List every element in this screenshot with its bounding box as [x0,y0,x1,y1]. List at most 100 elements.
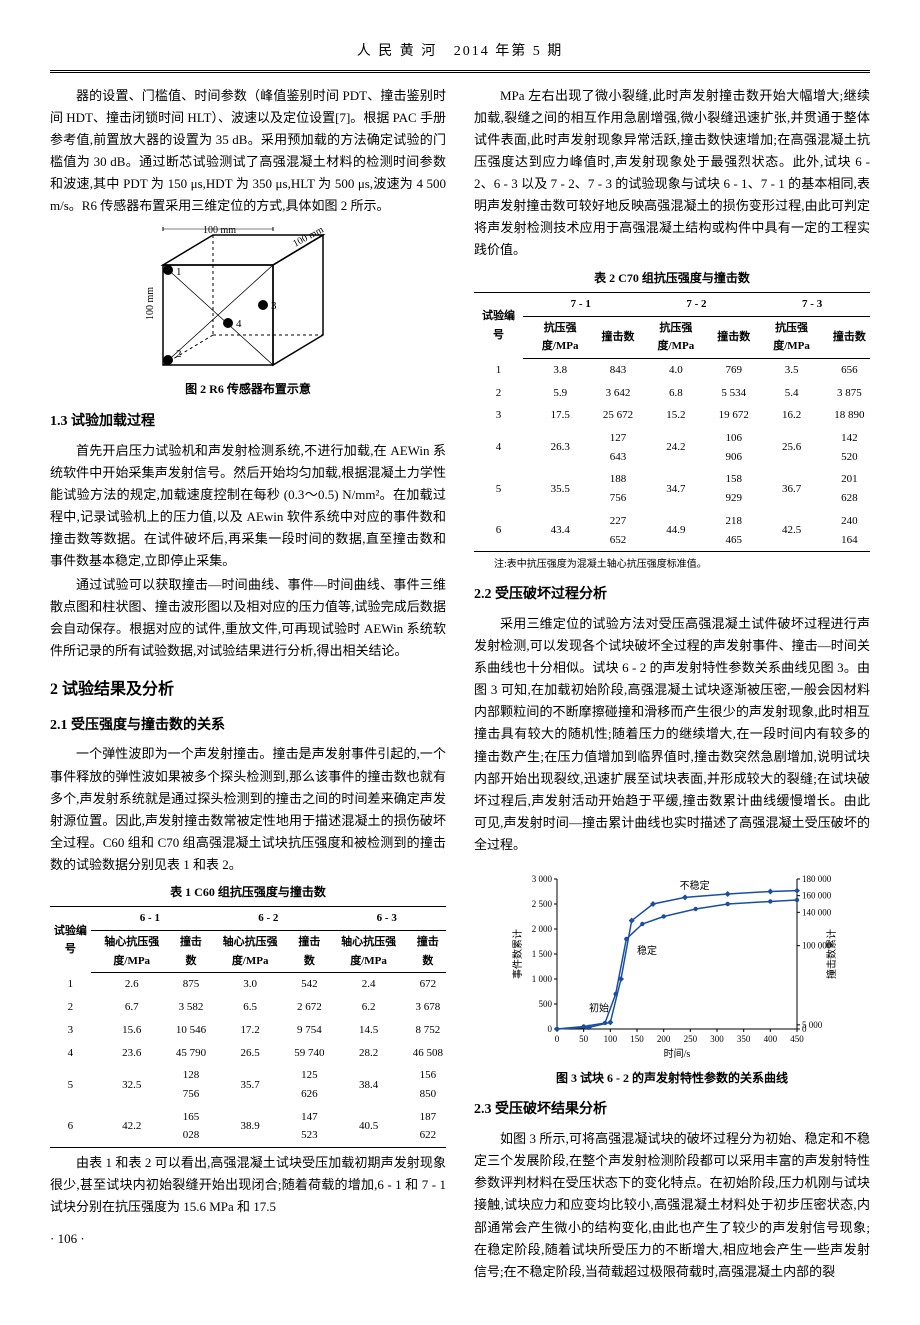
svg-text:0: 0 [548,1024,553,1034]
table-cell: 19 672 [713,404,754,427]
svg-text:0: 0 [555,1034,560,1044]
svg-text:1: 1 [176,266,182,278]
subcol: 抗压强度/MPa [754,316,829,358]
svg-text:2: 2 [176,348,182,360]
table-cell: 40.5 [328,1106,410,1148]
table-cell: 2 [474,382,523,405]
table-2-body: 13.88434.07693.565625.93 6426.85 5345.43… [474,359,870,552]
table-cell: 5 [50,1064,91,1105]
table-cell: 5 534 [713,382,754,405]
svg-text:140 000: 140 000 [802,907,832,917]
svg-text:50: 50 [579,1034,589,1044]
table-cell: 1 [50,973,91,996]
table-row: 535.5188 75634.7158 92936.7201 628 [474,468,870,509]
svg-text:时间/s: 时间/s [664,1047,691,1060]
table-cell: 769 [713,359,754,382]
heading-1-3: 1.3 试验加载过程 [50,410,446,434]
dim-height: 100 mm [145,287,156,320]
body-text: 通过试验可以获取撞击—时间曲线、事件—时间曲线、事件三维散点图和柱状图、撞击波形… [50,574,446,662]
table-row: 315.610 54617.29 75414.58 752 [50,1019,446,1042]
table-cell: 187 622 [410,1106,446,1148]
table-cell: 6 [50,1106,91,1148]
table-cell: 3 678 [410,996,446,1019]
body-text: 器的设置、门槛值、时间参数（峰值鉴别时间 PDT、撞击鉴别时间 HDT、撞击闭锁… [50,85,446,218]
table-cell: 43.4 [523,510,598,552]
table-cell: 25 672 [597,404,638,427]
table-row: 532.5128 75635.7125 62638.4156 850 [50,1064,446,1105]
subcol: 撞击数 [829,316,870,358]
svg-text:150: 150 [630,1034,644,1044]
table-cell: 26.3 [523,427,598,468]
svg-text:500: 500 [539,999,553,1009]
table-2-caption: 表 2 C70 组抗压强度与撞击数 [474,268,870,288]
table-cell: 24.2 [639,427,714,468]
table-cell: 36.7 [754,468,829,509]
table-cell: 18 890 [829,404,870,427]
svg-text:3 000: 3 000 [532,874,553,884]
body-text: 采用三维定位的试验方法对受压高强混凝土试件破坏过程进行声发射检测,可以发现各个试… [474,613,870,856]
col-group: 6 - 2 [209,907,327,931]
dim-width: 100 mm [203,225,236,236]
table-cell: 227 652 [597,510,638,552]
subcol: 轴心抗压强度/MPa [209,931,291,973]
table-cell: 2.4 [328,973,410,996]
table-cell: 46 508 [410,1042,446,1065]
table-cell: 142 520 [829,427,870,468]
table-row: 643.4227 65244.9218 46542.5240 164 [474,510,870,552]
svg-text:撞击数累计: 撞击数累计 [825,929,837,979]
table-rowhead: 试验编号 [50,907,91,973]
body-text: 如图 3 所示,可将高强混凝试块的破坏过程分为初始、稳定和不稳定三个发展阶段,在… [474,1128,870,1283]
table-row: 423.645 79026.559 74028.246 508 [50,1042,446,1065]
table-cell: 2 672 [291,996,327,1019]
table-1: 试验编号 6 - 1 6 - 2 6 - 3 轴心抗压强度/MPa 撞击数 轴心… [50,906,446,1148]
table-cell: 4.0 [639,359,714,382]
table-cell: 6 [474,510,523,552]
table-cell: 2.6 [91,973,173,996]
subcol: 抗压强度/MPa [523,316,598,358]
heading-2: 2 试验结果及分析 [50,676,446,703]
svg-text:2 000: 2 000 [532,924,553,934]
body-text: 首先开启压力试验机和声发射检测系统,不进行加载,在 AEWin 系统软件中开始采… [50,440,446,573]
table-row: 25.93 6426.85 5345.43 875 [474,382,870,405]
table-cell: 5.9 [523,382,598,405]
table-cell: 38.9 [209,1106,291,1148]
table-cell: 10 546 [173,1019,209,1042]
table-row: 26.73 5826.52 6726.23 678 [50,996,446,1019]
table-cell: 3 [474,404,523,427]
subcol: 撞击数 [410,931,446,973]
table-cell: 672 [410,973,446,996]
table-cell: 26.5 [209,1042,291,1065]
table-cell: 6.5 [209,996,291,1019]
col-group: 7 - 1 [523,292,639,316]
svg-text:5 000: 5 000 [802,1020,823,1030]
table-cell: 3 582 [173,996,209,1019]
svg-text:不稳定: 不稳定 [680,879,710,892]
table-cell: 3.5 [754,359,829,382]
col-group: 7 - 3 [754,292,870,316]
table-row: 426.3127 64324.2106 90625.6142 520 [474,427,870,468]
table-cell: 3 642 [597,382,638,405]
table-cell: 28.2 [328,1042,410,1065]
table-cell: 5 [474,468,523,509]
table-cell: 128 756 [173,1064,209,1105]
table-cell: 5.4 [754,382,829,405]
svg-text:400: 400 [764,1034,778,1044]
table-cell: 3 875 [829,382,870,405]
table-cell: 843 [597,359,638,382]
svg-text:初始: 初始 [589,1002,609,1015]
heading-2-2: 2.2 受压破坏过程分析 [474,583,870,607]
table-cell: 542 [291,973,327,996]
table-cell: 45 790 [173,1042,209,1065]
heading-2-3: 2.3 受压破坏结果分析 [474,1098,870,1122]
page-header: 人 民 黄 河 2014 年第 5 期 [50,40,870,73]
table-cell: 4 [50,1042,91,1065]
table-cell: 218 465 [713,510,754,552]
svg-text:事件数累计: 事件数累计 [511,929,524,979]
svg-text:4: 4 [236,318,242,330]
table-cell: 42.2 [91,1106,173,1148]
table-cell: 6.7 [91,996,173,1019]
table-cell: 14.5 [328,1019,410,1042]
table-cell: 106 906 [713,427,754,468]
right-column: MPa 左右出现了微小裂缝,此时声发射撞击数开始大幅增大;继续加载,裂缝之间的相… [474,85,870,1285]
table-cell: 6.8 [639,382,714,405]
